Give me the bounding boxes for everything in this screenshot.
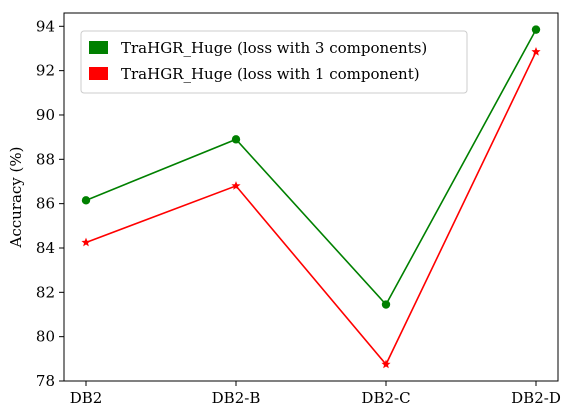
data-point-series-1 <box>531 25 541 34</box>
y-tick-label: 82 <box>36 283 55 301</box>
y-tick-label: 88 <box>36 150 55 168</box>
data-point-series-1 <box>231 135 241 144</box>
y-tick-label: 92 <box>36 62 55 80</box>
y-tick-label: 80 <box>36 328 55 346</box>
data-point-series-1 <box>81 196 91 205</box>
legend-swatch-series-2 <box>89 67 108 80</box>
legend-swatch-series-1 <box>89 41 108 54</box>
legend-label-series-1: TraHGR_Huge (loss with 3 components) <box>121 39 427 57</box>
x-tick-label: DB2-D <box>511 389 561 407</box>
data-point-series-2 <box>531 47 541 56</box>
legend: TraHGR_Huge (loss with 3 components) Tra… <box>80 30 468 94</box>
y-tick-label: 86 <box>36 195 55 213</box>
axes-frame <box>63 12 559 382</box>
data-point-series-2 <box>81 237 91 247</box>
legend-frame <box>80 30 468 94</box>
y-tick-label: 78 <box>36 372 55 390</box>
y-tick-label: 94 <box>36 17 55 35</box>
x-tick-label: DB2-B <box>212 389 261 407</box>
series-line-1 <box>85 29 537 306</box>
series-line-2 <box>85 51 537 366</box>
data-point-series-1 <box>381 300 391 309</box>
y-axis-label: Accuracy (%) <box>7 146 25 248</box>
data-point-series-2 <box>381 359 391 369</box>
x-tick-label: DB2 <box>70 389 103 407</box>
x-tick-label: DB2-C <box>361 389 410 407</box>
data-point-series-2 <box>231 181 241 190</box>
y-tick-label: 90 <box>36 106 55 124</box>
legend-label-series-2: TraHGR_Huge (loss with 1 component) <box>121 65 420 83</box>
plot-area: 78 80 82 84 86 88 90 92 94 DB2 DB2-B DB2-C DB2-D <box>36 12 561 407</box>
y-tick-label: 84 <box>36 239 55 257</box>
